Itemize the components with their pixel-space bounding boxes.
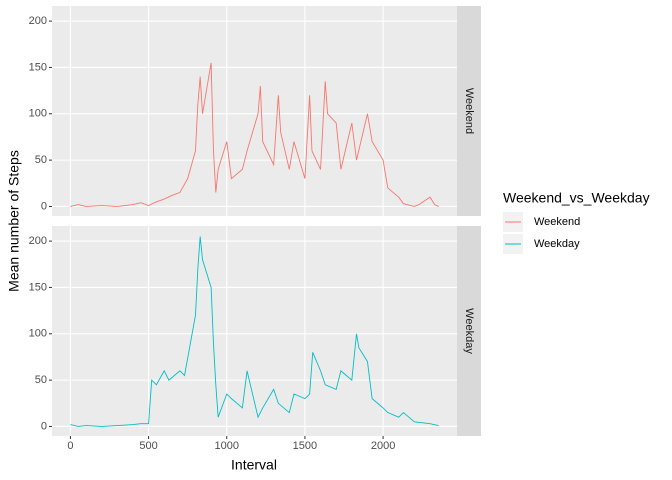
y-tick-label: 100 [29, 108, 47, 120]
y-tick-label: 150 [29, 61, 47, 73]
y-tick-label: 200 [29, 15, 47, 27]
panel-background [52, 6, 457, 216]
x-tick-label: 0 [67, 440, 73, 452]
y-tick-label: 200 [29, 235, 47, 247]
y-tick-label: 150 [29, 281, 47, 293]
y-tick-label: 50 [35, 154, 47, 166]
line [70, 236, 439, 427]
strip-label: Weekend [463, 88, 475, 134]
y-tick-label: 50 [35, 374, 47, 386]
line [70, 62, 439, 207]
legend-title: Weekend_vs_Weekday [503, 190, 650, 206]
y-tick-label: 0 [41, 200, 47, 212]
x-tick-label: 1500 [293, 440, 317, 452]
y-tick-label: 0 [41, 420, 47, 432]
x-tick-label: 500 [139, 440, 157, 452]
strip [457, 6, 481, 216]
strip [457, 226, 481, 436]
strip-label: Weekday [463, 308, 475, 354]
y-axis-title: Mean number of Steps [6, 150, 22, 292]
x-tick-label: 1000 [215, 440, 239, 452]
x-axis-title: Interval [231, 457, 277, 473]
x-tick-label: 2000 [371, 440, 395, 452]
legend-label: Weekday [534, 238, 580, 250]
legend-label: Weekend [534, 216, 580, 228]
y-tick-label: 100 [29, 328, 47, 340]
panel-background [52, 226, 457, 436]
